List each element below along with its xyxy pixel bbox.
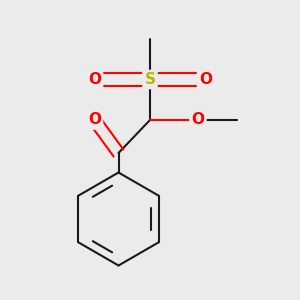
Text: O: O [191, 112, 205, 128]
Text: S: S [145, 72, 155, 87]
Text: O: O [88, 72, 101, 87]
Text: O: O [199, 72, 212, 87]
Text: O: O [88, 112, 101, 128]
